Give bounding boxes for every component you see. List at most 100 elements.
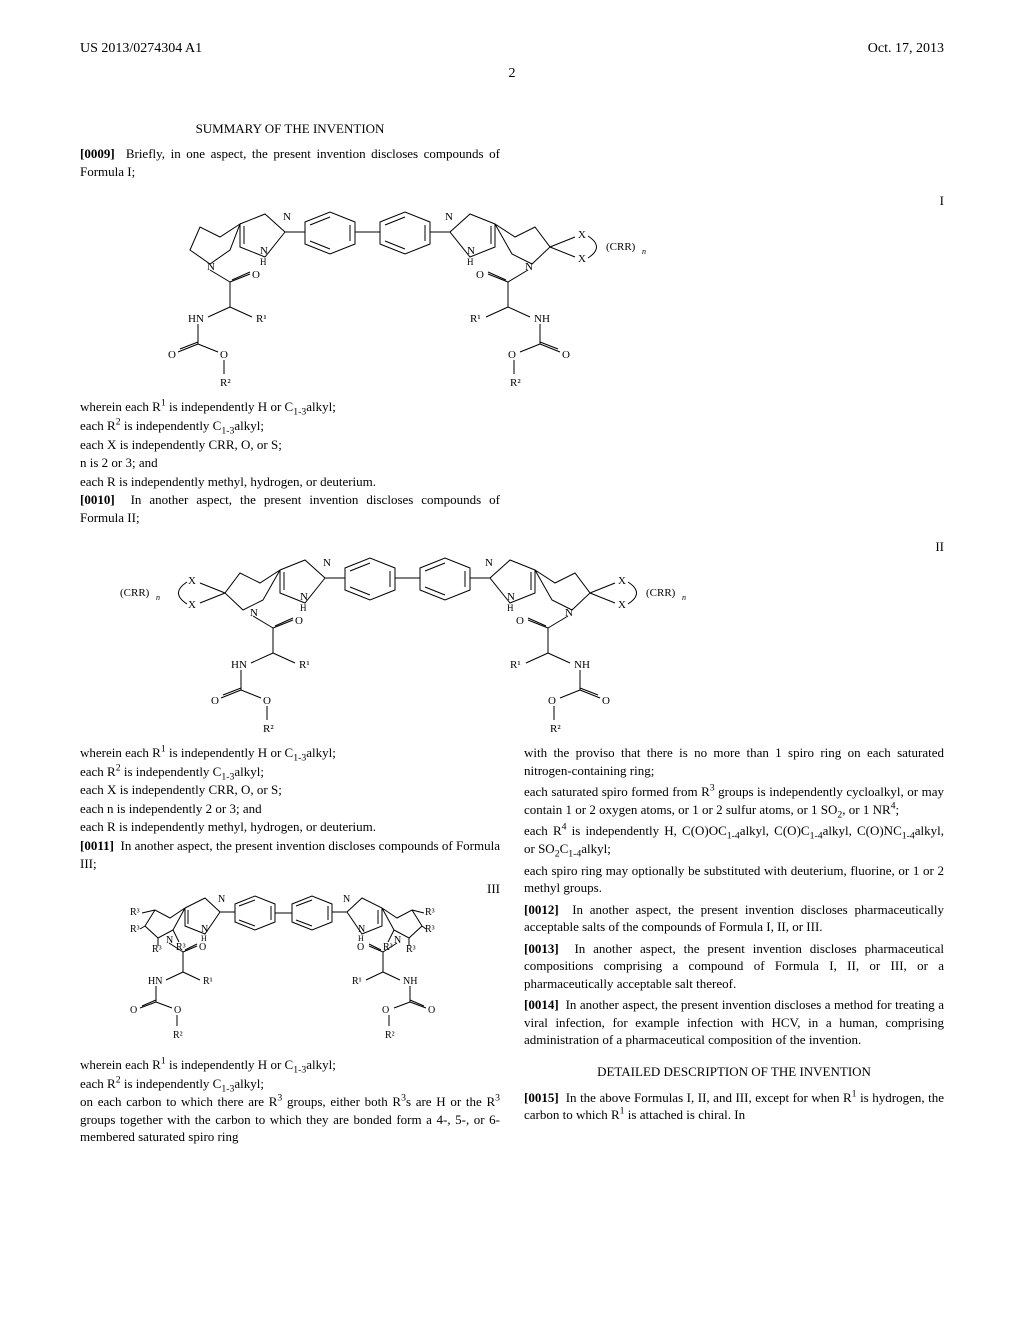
svg-text:N: N (166, 935, 173, 946)
svg-text:R²: R² (173, 1030, 183, 1041)
svg-text:O: O (548, 695, 556, 707)
formula-3-figure: III N N H (80, 880, 500, 1050)
formula-2-label: II (935, 538, 944, 556)
svg-text:N: N (283, 211, 291, 223)
f1-def-1: wherein each R1 is independently H or C1… (80, 398, 500, 416)
svg-text:O: O (357, 942, 364, 953)
svg-text:N: N (250, 607, 258, 619)
svg-text:n: n (642, 247, 646, 256)
svg-text:H: H (507, 603, 514, 613)
svg-text:(CRR): (CRR) (120, 587, 150, 599)
f3-cont-r1: with the proviso that there is no more t… (524, 744, 944, 779)
formula-2-figure: II N N H N N H N X X (80, 538, 944, 738)
svg-text:NH: NH (534, 313, 550, 325)
svg-text:R³: R³ (406, 944, 416, 955)
svg-text:O: O (263, 695, 271, 707)
page-number: 2 (80, 65, 944, 84)
formula-2-svg: N N H N N H N X X (CRR) n (80, 538, 840, 738)
svg-text:R¹: R¹ (470, 313, 481, 325)
svg-text:R²: R² (263, 723, 274, 735)
para-num-0010: [0010] (80, 492, 115, 507)
svg-text:R³: R³ (425, 924, 435, 935)
svg-text:X: X (618, 599, 626, 611)
document-header: US 2013/0274304 A1 Oct. 17, 2013 (80, 40, 944, 59)
detailed-heading: DETAILED DESCRIPTION OF THE INVENTION (524, 1063, 944, 1081)
para-0012-text: In another aspect, the present invention… (524, 902, 944, 935)
svg-text:N: N (323, 557, 331, 569)
f2-def-5: each R is independently methyl, hydrogen… (80, 818, 500, 836)
f2-def-3: each X is independently CRR, O, or S; (80, 781, 500, 799)
svg-text:N: N (445, 211, 453, 223)
para-0009: [0009] Briefly, in one aspect, the prese… (80, 145, 500, 180)
svg-text:N: N (207, 261, 215, 273)
svg-text:NH: NH (574, 659, 590, 671)
svg-text:R³: R³ (425, 907, 435, 918)
svg-text:R³: R³ (152, 944, 162, 955)
svg-text:R²: R² (510, 377, 521, 389)
svg-text:O: O (516, 615, 524, 627)
f3-cont-r2: each saturated spiro formed from R3 grou… (524, 783, 944, 818)
svg-text:O: O (199, 942, 206, 953)
publication-date: Oct. 17, 2013 (868, 40, 944, 59)
svg-text:O: O (211, 695, 219, 707)
svg-text:R²: R² (220, 377, 231, 389)
f1-def-3: each X is independently CRR, O, or S; (80, 436, 500, 454)
svg-text:(CRR): (CRR) (646, 587, 676, 599)
f1-def-2: each R2 is independently C1-3alkyl; (80, 417, 500, 435)
para-num-0013: [0013] (524, 941, 559, 956)
svg-text:R¹: R¹ (299, 659, 310, 671)
svg-text:O: O (220, 349, 228, 361)
f2-def-4: each n is independently 2 or 3; and (80, 800, 500, 818)
f3-cont-r4: each spiro ring may optionally be substi… (524, 862, 944, 897)
svg-text:O: O (602, 695, 610, 707)
svg-text:N: N (485, 557, 493, 569)
formula-3-svg: N N H N N H N (80, 880, 480, 1050)
svg-text:NH: NH (403, 976, 417, 987)
svg-text:R²: R² (385, 1030, 395, 1041)
f1-def-5: each R is independently methyl, hydrogen… (80, 473, 500, 491)
publication-number: US 2013/0274304 A1 (80, 40, 202, 59)
para-0010-text: In another aspect, the present invention… (80, 492, 500, 525)
para-num-0015: [0015] (524, 1090, 559, 1105)
svg-text:O: O (174, 1005, 181, 1016)
para-num-0011: [0011] (80, 838, 114, 853)
svg-text:O: O (562, 349, 570, 361)
svg-text:H: H (300, 603, 307, 613)
formula-1-figure: I N N H N N H N (80, 192, 944, 392)
formula-1-svg: N N H N N H N O HN (80, 192, 800, 392)
f2-def-2: each R2 is independently C1-3alkyl; (80, 763, 500, 781)
svg-text:N: N (467, 245, 475, 257)
f3-def-3: on each carbon to which there are R3 gro… (80, 1093, 500, 1146)
svg-text:H: H (260, 257, 267, 267)
svg-text:HN: HN (231, 659, 247, 671)
svg-text:R³: R³ (130, 924, 140, 935)
svg-text:HN: HN (148, 976, 162, 987)
para-0011: [0011] In another aspect, the present in… (80, 837, 500, 872)
para-num-0012: [0012] (524, 902, 559, 917)
svg-text:O: O (476, 269, 484, 281)
svg-text:R²: R² (550, 723, 561, 735)
svg-text:O: O (508, 349, 516, 361)
svg-text:R¹: R¹ (510, 659, 521, 671)
formula-3-label: III (487, 880, 500, 898)
para-0013: [0013] In another aspect, the present in… (524, 940, 944, 993)
para-0010: [0010] In another aspect, the present in… (80, 491, 500, 526)
para-0009-text: Briefly, in one aspect, the present inve… (80, 146, 500, 179)
svg-text:N: N (507, 591, 515, 603)
svg-text:X: X (618, 575, 626, 587)
para-0013-text: In another aspect, the present invention… (524, 941, 944, 991)
svg-text:X: X (188, 599, 196, 611)
left-column-lower: wherein each R1 is independently H or C1… (80, 744, 500, 1150)
summary-heading: SUMMARY OF THE INVENTION (80, 120, 500, 138)
svg-text:H: H (467, 257, 474, 267)
svg-text:X: X (578, 253, 586, 265)
svg-text:(CRR): (CRR) (606, 241, 636, 253)
svg-text:n: n (156, 593, 160, 602)
svg-text:HN: HN (188, 313, 204, 325)
svg-text:R¹: R¹ (203, 976, 213, 987)
svg-text:O: O (428, 1005, 435, 1016)
para-0011-text: In another aspect, the present invention… (80, 838, 500, 871)
svg-text:O: O (382, 1005, 389, 1016)
formula-1-label: I (940, 192, 944, 210)
para-num-0009: [0009] (80, 146, 115, 161)
